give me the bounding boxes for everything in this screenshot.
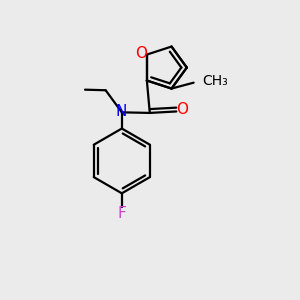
Text: CH₃: CH₃: [202, 74, 228, 88]
Text: N: N: [116, 104, 127, 119]
Text: O: O: [176, 102, 188, 117]
Text: O: O: [136, 46, 148, 61]
Text: F: F: [118, 206, 126, 220]
